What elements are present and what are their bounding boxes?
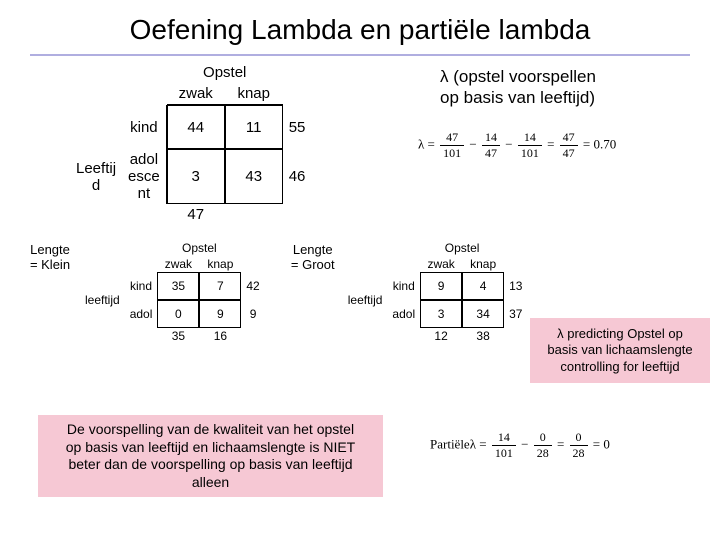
main-c11: 44 <box>167 105 225 149</box>
groot-side: leeftijd <box>343 272 388 328</box>
main-colsum1: 47 <box>167 204 225 225</box>
page-title: Oefening Lambda en partiële lambda <box>30 0 690 56</box>
main-col2: knap <box>225 83 283 105</box>
main-c22: 43 <box>225 149 283 204</box>
pink-note-bottom: De voorspelling van de kwaliteit van het… <box>38 415 383 497</box>
main-col1: zwak <box>167 83 225 105</box>
lambda-note-l1: λ (opstel voorspellen <box>440 67 596 86</box>
partial-lambda-formula: Partiëleλ = 14101 − 028 = 028 = 0 <box>430 430 610 461</box>
main-side-label: Leeftij d <box>70 149 122 204</box>
main-top: Opstel <box>167 62 283 83</box>
groot-col1: zwak <box>420 256 462 272</box>
main-row1-label: kind <box>122 105 167 149</box>
main-row2-label: adol esce nt <box>122 149 167 204</box>
groot-title: Lengte = Groot <box>283 240 343 272</box>
groot-col2: knap <box>462 256 504 272</box>
klein-side: leeftijd <box>80 272 125 328</box>
lambda-formula: λ = 47101 − 1447 − 14101 = 4747 = 0.70 <box>418 130 616 161</box>
groot-table: Opstel zwak knap leeftijd kind 9 4 13 ad… <box>343 240 528 344</box>
klein-col2: knap <box>199 256 241 272</box>
main-c12: 11 <box>225 105 283 149</box>
main-r1sum: 55 <box>283 105 312 149</box>
main-c21: 3 <box>167 149 225 204</box>
main-table: Opstel zwak knap kind 44 11 55 Leeftij d… <box>70 62 311 225</box>
lambda-note: λ (opstel voorspellen op basis van leeft… <box>440 66 596 109</box>
pink-note-right: λ predicting Opstel op basis van lichaam… <box>530 318 710 383</box>
klein-title: Lengte = Klein <box>20 240 80 272</box>
klein-col1: zwak <box>157 256 199 272</box>
klein-table: Opstel zwak knap leeftijd kind 35 7 42 a… <box>80 240 265 344</box>
lambda-note-l2: op basis van leeftijd) <box>440 88 595 107</box>
main-r2sum: 46 <box>283 149 312 204</box>
